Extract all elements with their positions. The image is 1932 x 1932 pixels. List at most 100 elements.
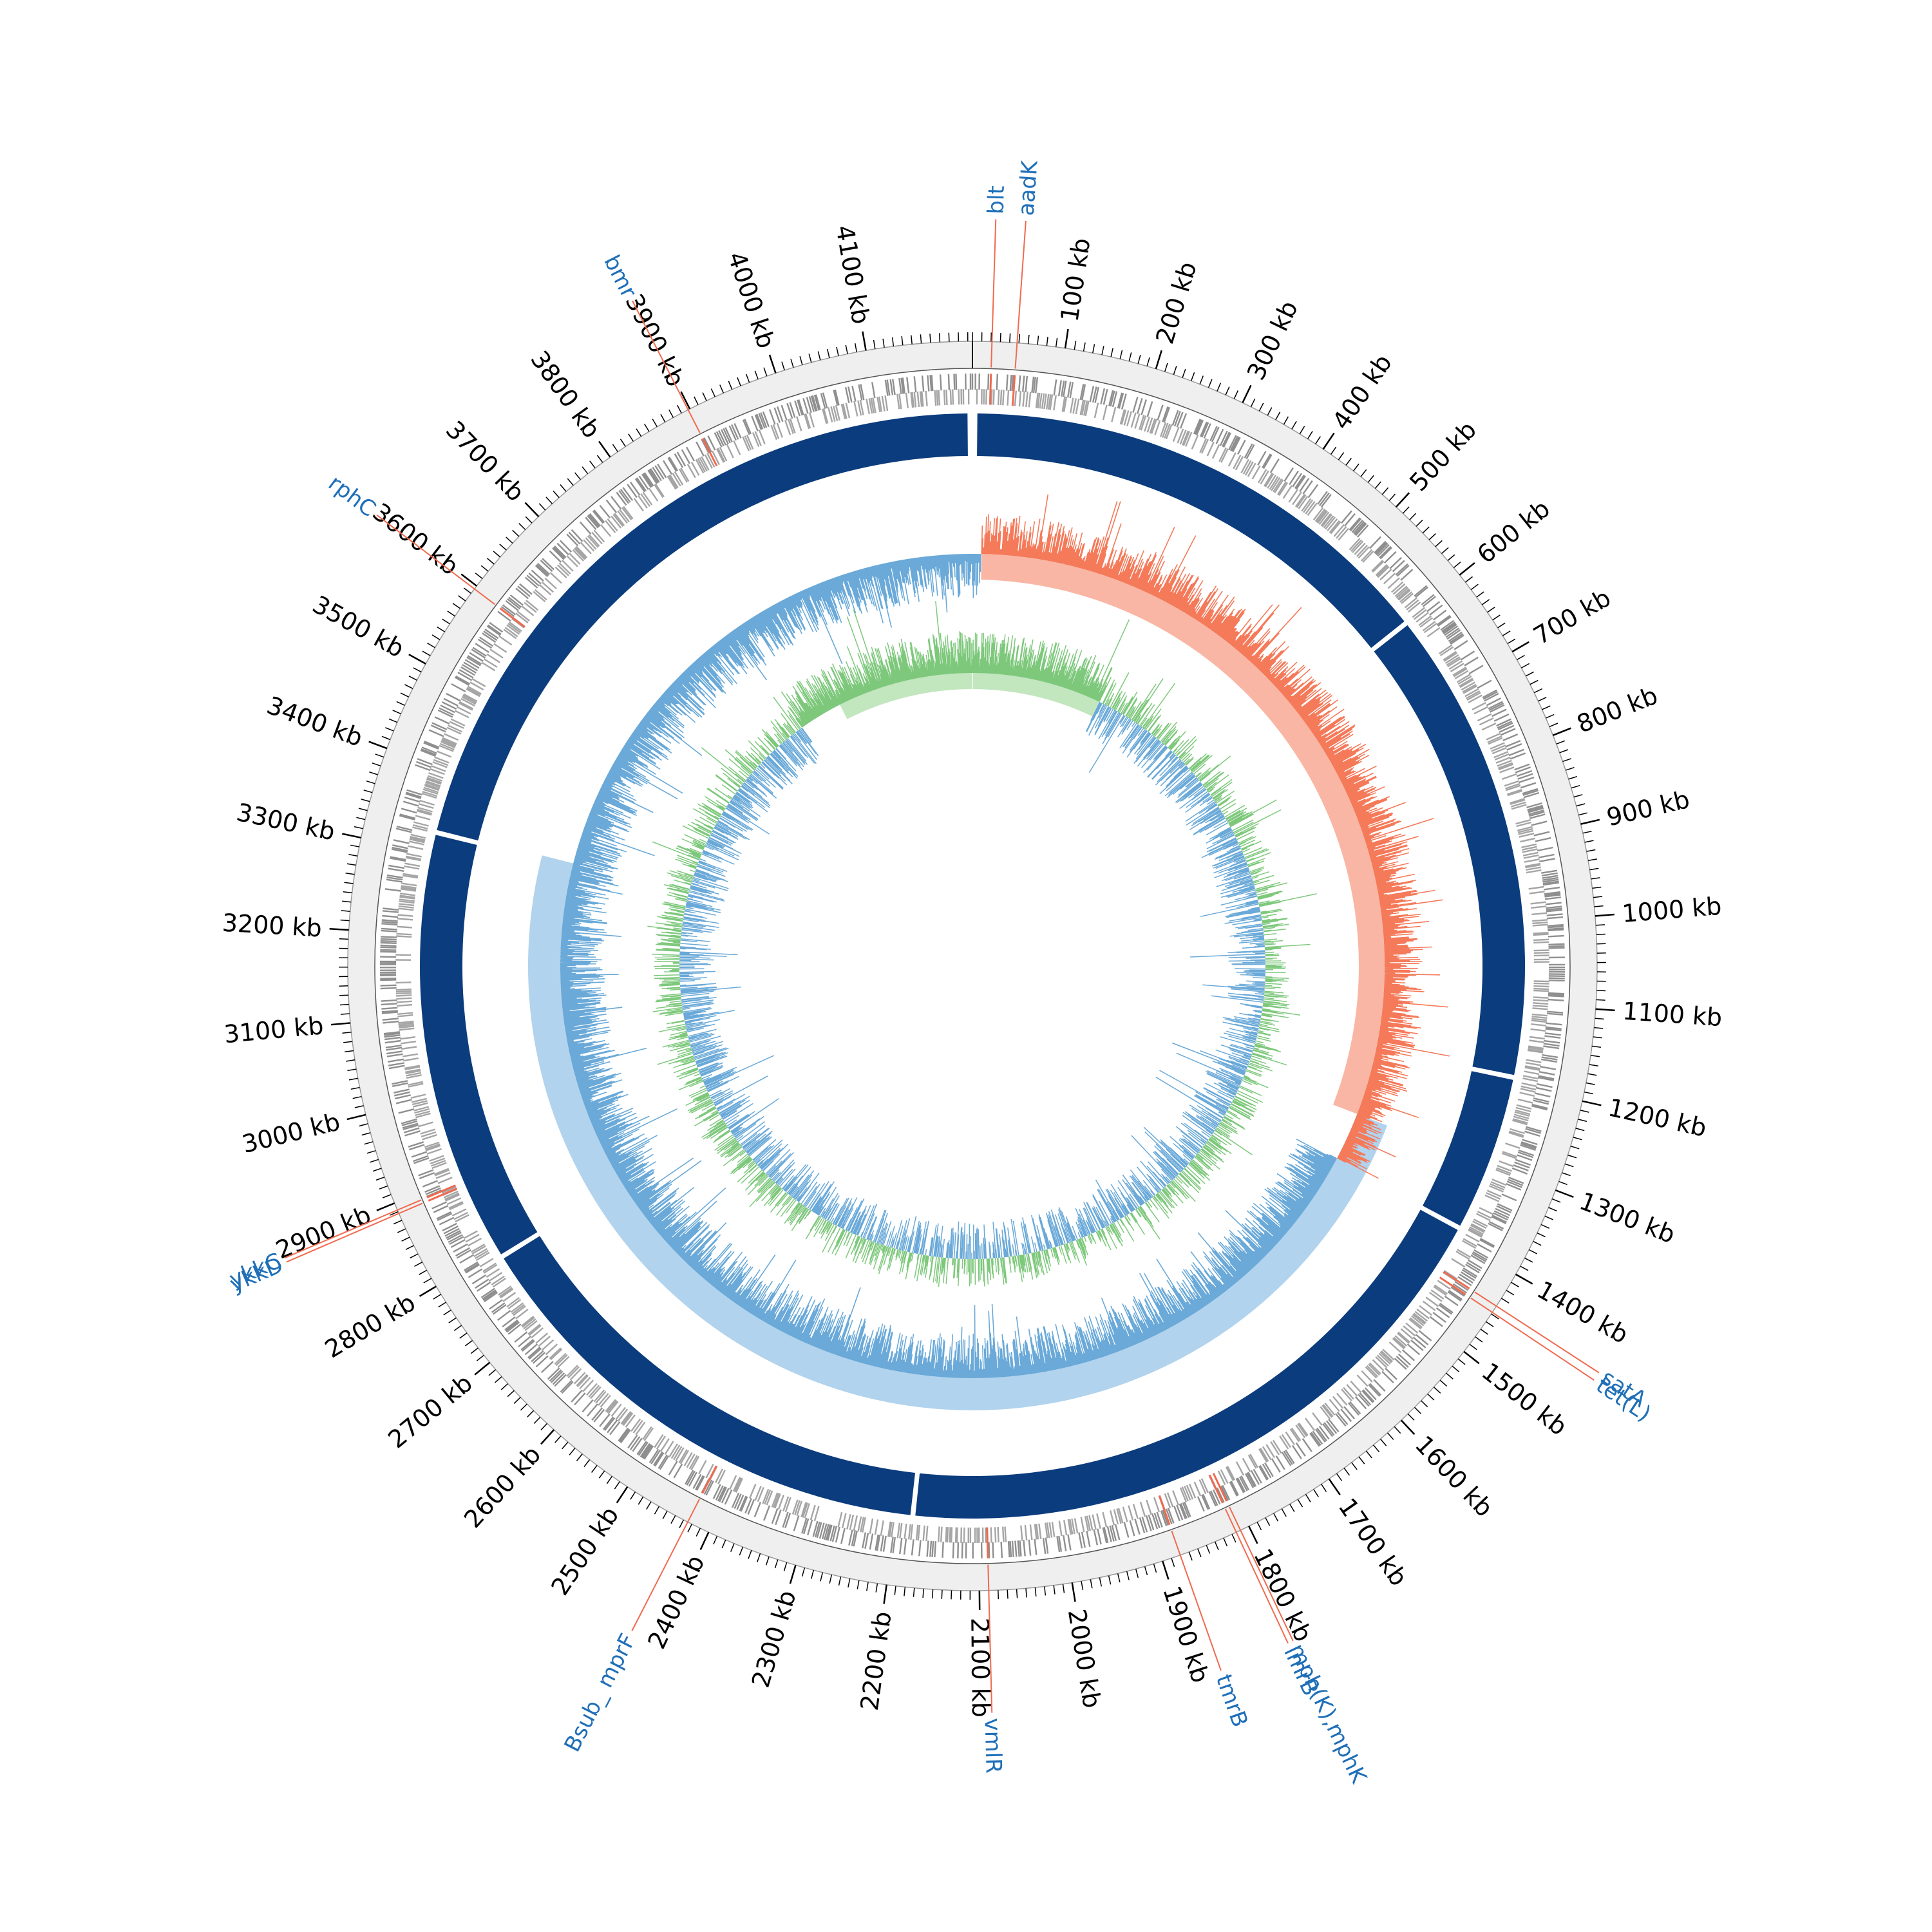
skew-band-b [972,663,1104,717]
tick-label: 3200 kb [222,909,323,943]
tick-label: 900 kb [1604,785,1692,832]
resistance-cds-mark [1208,1474,1224,1504]
contig-segment [1423,1071,1513,1226]
major-tick [1463,1350,1480,1365]
resistance-cds-mark [1158,1495,1171,1526]
tick-label: 1300 kb [1576,1187,1679,1249]
tick-label: 2300 kb [746,1587,802,1690]
gc-content-negative [560,553,1338,1379]
resistance-cds-mark [426,1184,456,1198]
tick-label: 2900 kb [272,1200,375,1265]
tick-label: 500 kb [1404,415,1482,497]
major-tick [883,1584,887,1604]
gene-label: vmlR [980,1718,1007,1774]
gene-label: blt [983,185,1010,215]
tick-label: 3800 kb [525,346,606,444]
gc-content-positive [981,494,1450,1179]
tick-label: 2800 kb [320,1288,421,1363]
cds-track [379,373,1566,1558]
gene-leader-line [1474,1291,1600,1374]
tick-label: 700 kb [1528,583,1615,650]
major-tick [346,1113,366,1121]
gene-leader-line [631,1499,700,1631]
tick-label: 1400 kb [1532,1275,1633,1349]
major-tick [1155,350,1162,370]
major-tick [862,331,867,351]
major-tick [699,1531,710,1550]
tick-label: 3300 kb [234,798,337,846]
gene-leader-line [1014,220,1027,369]
major-tick [598,440,611,458]
major-tick [1395,492,1410,508]
tick-label: 1200 kb [1605,1093,1709,1142]
major-tick [460,573,477,587]
major-tick [1248,1526,1258,1544]
gene-label: Bsub_ mprF [560,1629,641,1756]
tick-label: 3500 kb [308,590,409,663]
major-tick [1162,1560,1170,1580]
tick-label: 1600 kb [1410,1430,1499,1522]
contig-segment [915,1209,1458,1519]
major-tick [1064,328,1069,348]
major-tick [1328,1478,1341,1495]
major-tick [540,1429,555,1445]
major-tick [331,1022,351,1026]
tick-label: 3900 kb [620,289,690,391]
cds-forward [379,373,1566,1558]
major-tick [1582,1100,1602,1106]
major-tick [342,833,361,839]
major-tick [616,1486,629,1504]
resistance-cds-mark [1443,1271,1470,1290]
gene-leader-line [1171,1530,1222,1671]
tick-label: 300 kb [1242,296,1303,384]
major-tick [1595,913,1615,917]
tick-label: 600 kb [1472,495,1555,569]
gene-leader-line [376,514,496,605]
tick-label: 100 kb [1056,236,1096,324]
tick-label: 1900 kb [1157,1582,1215,1686]
contig-segment [437,413,968,841]
gene-leader-line [286,1202,423,1263]
gc-skew-positive [647,601,1317,1287]
major-tick [1242,384,1252,403]
major-tick [368,741,388,750]
tick-label: 4000 kb [722,249,781,352]
tick-label: 4100 kb [830,223,875,326]
major-tick [1580,819,1600,825]
major-tick [408,654,426,665]
tick-label: 1000 kb [1621,892,1723,928]
contig-segment [977,413,1405,649]
resistance-cds-mark [701,1465,717,1494]
gene-label: tmrB [1211,1671,1253,1730]
tick-label: 2600 kb [459,1441,546,1533]
gc-skew-track [647,601,1317,1287]
tick-label: 2200 kb [855,1609,897,1712]
tick-label: 1700 kb [1333,1493,1414,1591]
major-tick [1071,1582,1076,1602]
gene-leader-line [1224,1508,1289,1643]
major-tick [1555,1189,1574,1198]
gene-leader-line [987,1564,993,1713]
contig-segment [1374,625,1525,1075]
major-tick [524,502,540,517]
contig-track [420,413,1525,1519]
resistance-cds-mark [986,1527,989,1558]
skew-band-a [835,663,972,719]
tick-label: 2500 kb [545,1502,624,1600]
gene-leader-line [1470,1297,1595,1381]
resistance-cds-mark [428,1188,457,1202]
tick-label: 3700 kb [440,415,530,507]
gene-leader-line [284,1199,422,1259]
tick-label: 2000 kb [1063,1607,1106,1710]
major-tick [1459,562,1475,576]
tick-label: 3600 kb [367,498,464,581]
tick-label: 2700 kb [383,1368,478,1454]
major-tick [1515,1273,1533,1285]
resistance-cds-mark [701,438,718,467]
major-tick [1552,727,1571,736]
major-tick [1595,1008,1615,1012]
major-tick [1511,641,1530,652]
resistance-cds-mark [499,607,526,628]
major-tick [1400,1419,1416,1435]
